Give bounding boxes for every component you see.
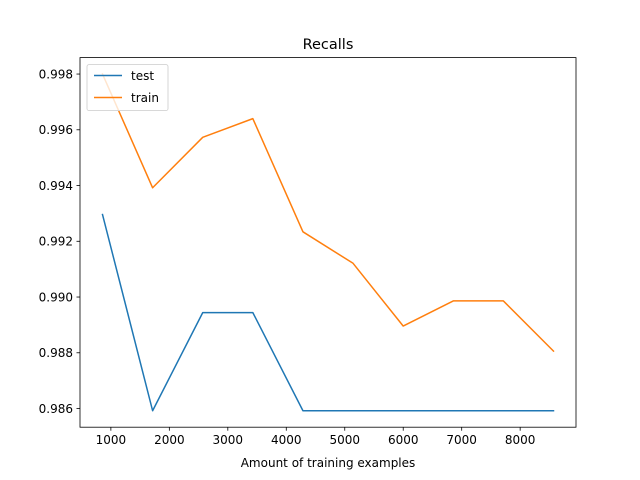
series-layer [101, 73, 555, 412]
x-axis-label: Amount of training examples [241, 456, 416, 470]
legend-label-train: train [131, 91, 159, 105]
x-tick-label: 5000 [329, 433, 360, 447]
plot-frame [79, 57, 577, 428]
x-axis: 1000 2000 3000 4000 5000 6000 7000 8000 [96, 427, 536, 447]
y-tick-label: 0.992 [39, 235, 73, 249]
legend-label-test: test [131, 69, 154, 83]
y-tick-label: 0.988 [39, 346, 73, 360]
y-tick-label: 0.994 [39, 179, 73, 193]
series-line-train [101, 73, 555, 353]
y-tick-label: 0.990 [39, 290, 73, 304]
x-tick-label: 1000 [96, 433, 127, 447]
chart-title: Recalls [303, 37, 354, 53]
y-tick-label: 0.986 [39, 402, 73, 416]
y-axis: 0.986 0.988 0.990 0.992 0.994 0.996 0.998 [39, 67, 80, 416]
x-tick-label: 4000 [271, 433, 302, 447]
x-tick-label: 8000 [505, 433, 536, 447]
series-line-test [101, 213, 555, 412]
legend: test train [86, 64, 169, 111]
x-tick-label: 2000 [154, 433, 185, 447]
x-tick-label: 7000 [446, 433, 477, 447]
x-tick-label: 3000 [213, 433, 244, 447]
y-tick-label: 0.996 [39, 123, 73, 137]
x-tick-label: 6000 [388, 433, 419, 447]
y-tick-label: 0.998 [39, 67, 73, 81]
